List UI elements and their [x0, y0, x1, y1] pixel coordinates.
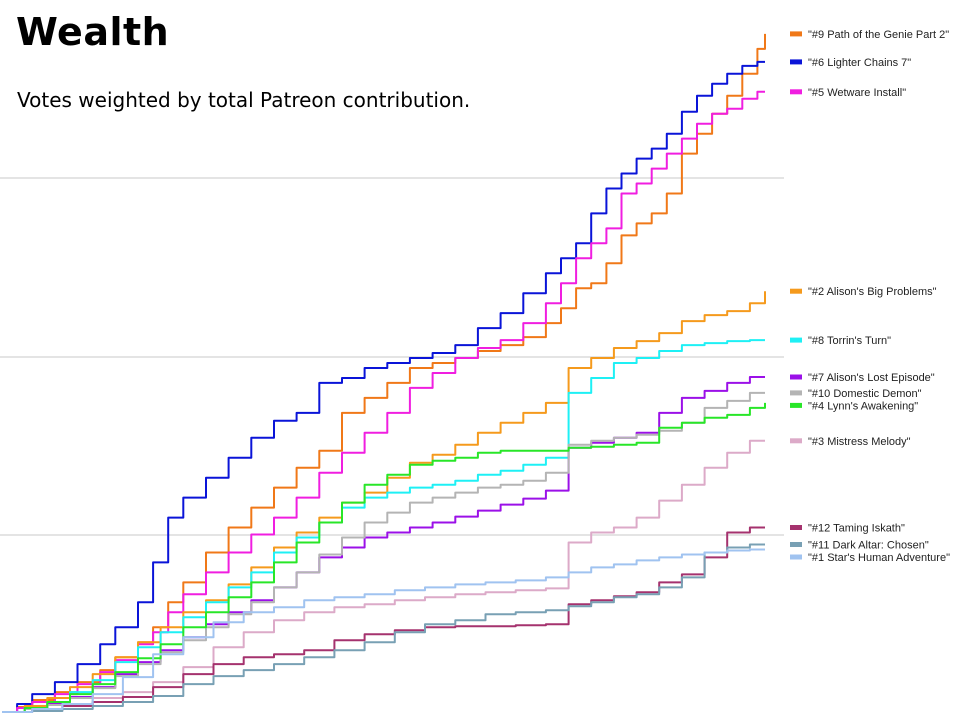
legend-swatch	[790, 438, 802, 444]
legend-swatch	[790, 402, 802, 408]
legend-label: "#6 Lighter Chains 7"	[808, 57, 911, 69]
legend-swatch	[790, 374, 802, 380]
series-line-3	[2, 90, 765, 713]
gridlines	[0, 177, 784, 536]
legend-swatch	[790, 554, 802, 560]
legend-label: "#10 Domestic Demon"	[808, 388, 922, 400]
legend-label: "#2 Alison's Big Problems"	[808, 286, 937, 298]
series-line-8	[2, 402, 766, 713]
legend-label: "#3 Mistress Melody"	[808, 436, 911, 448]
legend-label: "#12 Taming Iskath"	[808, 523, 905, 535]
legend-item-11: "#11 Dark Altar: Chosen"	[790, 540, 929, 552]
legend-label: "#1 Star's Human Adventure"	[808, 552, 950, 564]
chart-subtitle: Votes weighted by total Patreon contribu…	[17, 88, 471, 112]
legend-swatch	[790, 337, 802, 343]
series-line-10	[2, 526, 765, 713]
legend-label: "#5 Wetware Install"	[808, 87, 906, 99]
legend: "#9 Path of the Genie Part 2" "#6 Lighter…	[790, 29, 950, 564]
series-line-12	[2, 548, 765, 713]
series-line-2	[2, 60, 765, 713]
legend-label: "#7 Alison's Lost Episode"	[808, 372, 935, 384]
legend-item-2: "#6 Lighter Chains 7"	[790, 57, 911, 69]
series-lines	[2, 33, 766, 713]
series-line-11	[2, 543, 765, 713]
legend-item-8: "#4 Lynn's Awakening"	[790, 400, 918, 412]
legend-item-12: "#1 Star's Human Adventure"	[790, 552, 950, 564]
legend-swatch	[790, 542, 802, 547]
legend-swatch	[790, 31, 802, 37]
legend-item-5: "#8 Torrin's Turn"	[790, 335, 891, 347]
legend-swatch	[790, 525, 802, 530]
legend-item-3: "#5 Wetware Install"	[790, 87, 906, 99]
legend-item-1: "#9 Path of the Genie Part 2"	[790, 29, 949, 41]
legend-item-4: "#2 Alison's Big Problems"	[790, 286, 937, 298]
legend-swatch	[790, 288, 802, 294]
legend-swatch	[790, 59, 802, 65]
legend-label: "#11 Dark Altar: Chosen"	[808, 540, 929, 552]
legend-label: "#8 Torrin's Turn"	[808, 335, 891, 347]
chart-title: Wealth	[16, 10, 170, 54]
series-line-1	[2, 33, 766, 713]
legend-item-10: "#12 Taming Iskath"	[790, 523, 905, 535]
legend-item-7: "#10 Domestic Demon"	[790, 388, 922, 400]
series-line-7	[2, 391, 765, 713]
legend-swatch	[790, 390, 802, 396]
legend-item-9: "#3 Mistress Melody"	[790, 436, 911, 448]
legend-label: "#4 Lynn's Awakening"	[808, 400, 918, 412]
legend-label: "#9 Path of the Genie Part 2"	[808, 29, 949, 41]
series-line-4	[2, 291, 766, 713]
legend-item-6: "#7 Alison's Lost Episode"	[790, 372, 935, 384]
legend-swatch	[790, 89, 802, 95]
